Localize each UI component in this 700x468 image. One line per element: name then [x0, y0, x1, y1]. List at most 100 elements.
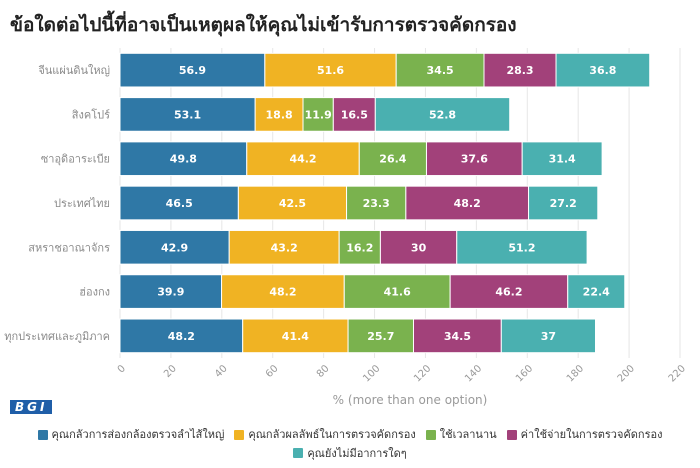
- bar-segment: [500, 318, 596, 354]
- data-label: 16.2: [346, 241, 373, 254]
- bar-segment: [221, 274, 345, 309]
- data-label: 25.7: [367, 330, 394, 343]
- x-tick-label: 160: [514, 363, 535, 384]
- bar-segment: [242, 318, 349, 354]
- bar-segment: [555, 52, 651, 88]
- bar-segment: [374, 97, 511, 132]
- bar-segment: [425, 141, 523, 177]
- legend-swatch: [506, 429, 517, 440]
- bar-segment: [528, 185, 599, 221]
- legend-item: ใช้เวลานาน: [425, 426, 497, 443]
- data-label: 51.6: [317, 64, 344, 77]
- x-axis-label: % (more than one option): [333, 393, 488, 407]
- legend-item: คุณยังไม่มีอาการใดๆ: [293, 445, 407, 462]
- data-label: 22.4: [583, 286, 610, 299]
- x-tick-label: 80: [315, 363, 332, 380]
- data-label: 46.2: [495, 286, 522, 299]
- data-label: 37.6: [461, 153, 488, 166]
- legend-item: คุณกลัวการส่องกล้องตรวจลำไส้ใหญ่: [37, 426, 225, 443]
- data-label: 48.2: [269, 286, 296, 299]
- x-tick-label: 20: [162, 363, 179, 380]
- bar-segment: [347, 318, 414, 354]
- y-category-label: สิงคโปร์: [71, 107, 110, 121]
- data-label: 31.4: [549, 153, 576, 166]
- data-label: 30: [411, 241, 427, 254]
- x-tick-label: 100: [361, 363, 382, 384]
- data-label: 42.5: [279, 197, 306, 210]
- legend-label: ใช้เวลานาน: [439, 428, 497, 441]
- data-label: 48.2: [454, 197, 481, 210]
- bar-segment: [119, 274, 223, 309]
- bar-segment: [119, 52, 266, 88]
- chart-legend: คุณกลัวการส่องกล้องตรวจลำไส้ใหญ่ คุณกลัวผ…: [20, 426, 680, 463]
- data-label: 49.8: [170, 153, 197, 166]
- data-label: 34.5: [444, 330, 471, 343]
- bar-segment: [567, 274, 626, 309]
- bar-segment: [254, 97, 304, 132]
- data-label: 28.3: [506, 64, 533, 77]
- data-label: 52.8: [429, 108, 456, 121]
- bar-segment: [379, 229, 458, 265]
- bar-segment: [405, 185, 530, 221]
- legend-label: คุณกลัวการส่องกล้องตรวจลำไส้ใหญ่: [51, 428, 225, 441]
- legend-label: คุณกลัวผลลัพธ์ในการตรวจคัดกรอง: [248, 428, 416, 441]
- y-category-label: จีนแผ่นดินใหญ่: [38, 64, 110, 77]
- y-category-label: ซาอุดิอาระเบีย: [41, 153, 110, 166]
- x-tick-label: 120: [412, 363, 433, 384]
- bar-segment: [456, 229, 588, 265]
- legend-item: คุณกลัวผลลัพธ์ในการตรวจคัดกรอง: [234, 426, 416, 443]
- legend-swatch: [234, 429, 245, 440]
- bar-segment: [343, 274, 451, 309]
- bar-segment: [228, 229, 340, 265]
- bar-segment: [412, 318, 502, 354]
- brand-logo: BGI: [10, 400, 53, 414]
- x-tick-label: 140: [463, 363, 484, 384]
- legend-swatch: [37, 429, 48, 440]
- data-label: 41.6: [384, 286, 411, 299]
- legend-swatch: [425, 429, 436, 440]
- bar-segment: [521, 141, 603, 177]
- data-label: 39.9: [157, 286, 184, 299]
- bar-segment: [358, 141, 427, 177]
- legend-swatch: [293, 448, 304, 458]
- data-label: 44.2: [289, 153, 316, 166]
- bar-segment: [119, 229, 230, 265]
- legend-label: ค่าใช้จ่ายในการตรวจคัดกรอง: [520, 428, 663, 441]
- y-category-label: ประเทศไทย: [54, 197, 110, 210]
- data-label: 23.3: [363, 197, 390, 210]
- data-label: 18.8: [266, 108, 293, 121]
- x-tick-label: 180: [565, 363, 586, 384]
- data-label: 27.2: [550, 197, 577, 210]
- data-label: 41.4: [282, 330, 309, 343]
- data-label: 42.9: [161, 241, 188, 254]
- data-label: 37: [541, 330, 556, 343]
- bar-segment: [119, 185, 239, 221]
- bar-segment: [119, 141, 248, 177]
- legend-item: ค่าใช้จ่ายในการตรวจคัดกรอง: [506, 426, 663, 443]
- bar-segment: [338, 229, 381, 265]
- data-label: 34.5: [427, 64, 454, 77]
- x-tick-label: 200: [616, 363, 637, 384]
- data-label: 53.1: [174, 108, 201, 121]
- bar-segment: [332, 97, 376, 132]
- x-tick-label: 0: [116, 363, 128, 375]
- y-category-label: ทุกประเทศและภูมิภาค: [4, 330, 110, 343]
- data-label: 43.2: [271, 241, 298, 254]
- x-tick-label: 60: [264, 363, 281, 380]
- y-category-label: ฮ่องกง: [79, 286, 110, 299]
- data-label: 46.5: [166, 197, 193, 210]
- data-label: 56.9: [179, 64, 206, 77]
- x-tick-label: 40: [213, 363, 230, 380]
- y-category-label: สหราชอาณาจักร: [28, 241, 110, 254]
- bar-segment: [237, 185, 348, 221]
- data-label: 36.8: [589, 64, 616, 77]
- chart-title: ข้อใดต่อไปนี้ที่อาจเป็นเหตุผลให้คุณไม่เข…: [10, 14, 517, 36]
- bar-segment: [395, 52, 485, 88]
- data-label: 16.5: [341, 108, 368, 121]
- legend-label: คุณยังไม่มีอาการใดๆ: [307, 446, 407, 460]
- data-label: 11.9: [305, 108, 332, 121]
- data-label: 26.4: [379, 153, 406, 166]
- bar-segment: [346, 185, 407, 221]
- x-tick-label: 220: [667, 363, 688, 384]
